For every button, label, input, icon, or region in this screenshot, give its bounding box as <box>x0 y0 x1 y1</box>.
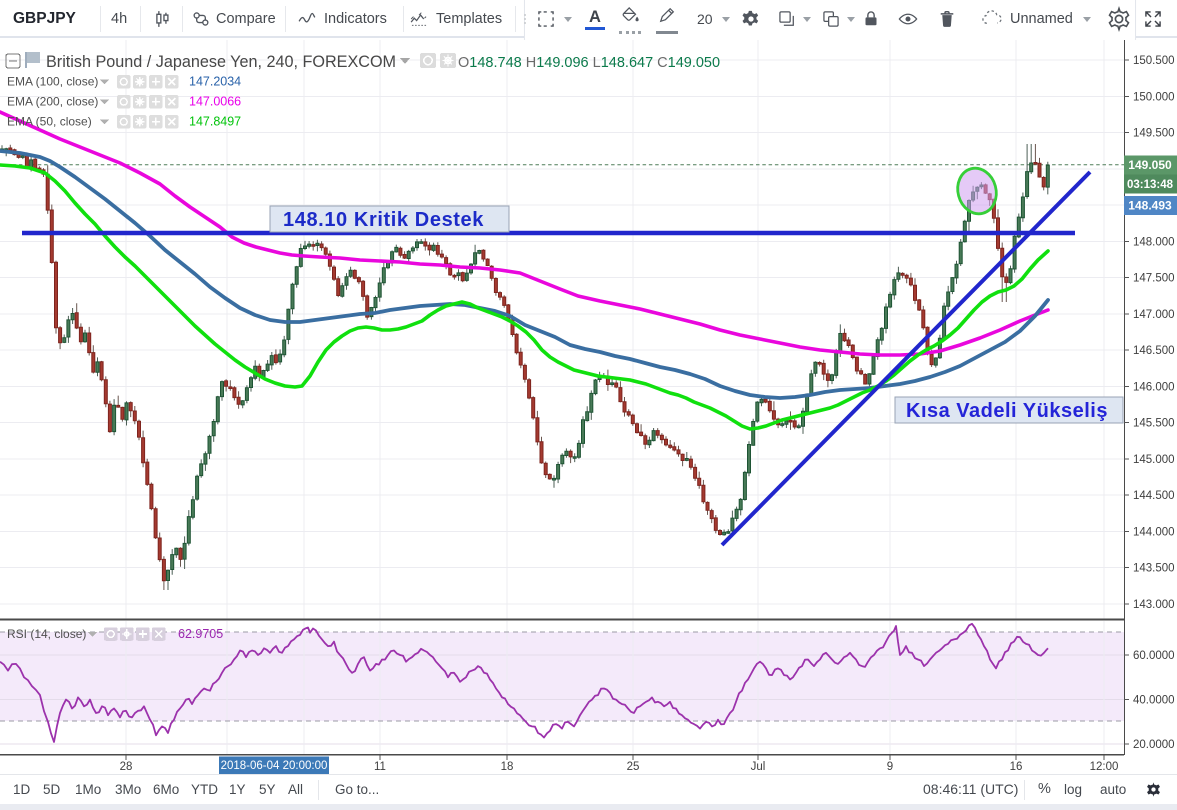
svg-text:12:00: 12:00 <box>1090 761 1119 773</box>
svg-text:148.493: 148.493 <box>1128 199 1172 213</box>
svg-text:RSI (14, close): RSI (14, close) <box>7 627 86 641</box>
svg-text:Jul: Jul <box>751 761 766 773</box>
svg-text:147.500: 147.500 <box>1133 273 1175 285</box>
svg-text:O148.748 H149.096 L148.647: O148.748 H149.096 L148.647 C149.050 <box>458 55 720 71</box>
svg-text:146.500: 146.500 <box>1133 345 1175 357</box>
svg-text:149.500: 149.500 <box>1133 128 1175 140</box>
svg-text:25: 25 <box>627 761 640 773</box>
svg-text:9: 9 <box>887 761 893 773</box>
svg-text:150.000: 150.000 <box>1133 91 1175 103</box>
svg-text:2018-06-04 20:00:00: 2018-06-04 20:00:00 <box>221 760 328 772</box>
svg-text:144.000: 144.000 <box>1133 527 1175 539</box>
svg-text:British Pound / Japanese Yen,: British Pound / Japanese Yen, 240, FOREX… <box>46 53 396 71</box>
svg-text:Kısa Vadeli Yükseliş: Kısa Vadeli Yükseliş <box>906 400 1108 422</box>
svg-text:150.500: 150.500 <box>1133 55 1175 67</box>
svg-text:149.050: 149.050 <box>1128 158 1172 172</box>
svg-text:147.000: 147.000 <box>1133 309 1175 321</box>
svg-text:20.0000: 20.0000 <box>1133 739 1175 751</box>
svg-text:148.000: 148.000 <box>1133 236 1175 248</box>
svg-text:60.0000: 60.0000 <box>1133 650 1175 662</box>
svg-text:145.000: 145.000 <box>1133 454 1175 466</box>
svg-text:EMA (50, close): EMA (50, close) <box>7 115 92 129</box>
svg-text:143.000: 143.000 <box>1133 599 1175 611</box>
svg-text:18: 18 <box>501 761 514 773</box>
svg-text:40.0000: 40.0000 <box>1133 695 1175 707</box>
svg-text:146.000: 146.000 <box>1133 381 1175 393</box>
svg-text:16: 16 <box>1010 761 1023 773</box>
svg-text:EMA (200, close): EMA (200, close) <box>7 95 98 109</box>
svg-text:147.8497: 147.8497 <box>189 115 241 129</box>
svg-text:03:13:48: 03:13:48 <box>1127 179 1174 191</box>
svg-text:144.500: 144.500 <box>1133 490 1175 502</box>
svg-text:143.500: 143.500 <box>1133 563 1175 575</box>
svg-text:147.0066: 147.0066 <box>189 95 241 109</box>
svg-text:147.2034: 147.2034 <box>189 75 241 89</box>
svg-text:11: 11 <box>374 761 386 773</box>
svg-text:EMA (100, close): EMA (100, close) <box>7 75 98 89</box>
svg-text:62.9705: 62.9705 <box>178 627 223 641</box>
svg-text:145.500: 145.500 <box>1133 418 1175 430</box>
svg-text:148.10 Kritik Destek: 148.10 Kritik Destek <box>283 209 484 231</box>
svg-text:28: 28 <box>120 761 133 773</box>
